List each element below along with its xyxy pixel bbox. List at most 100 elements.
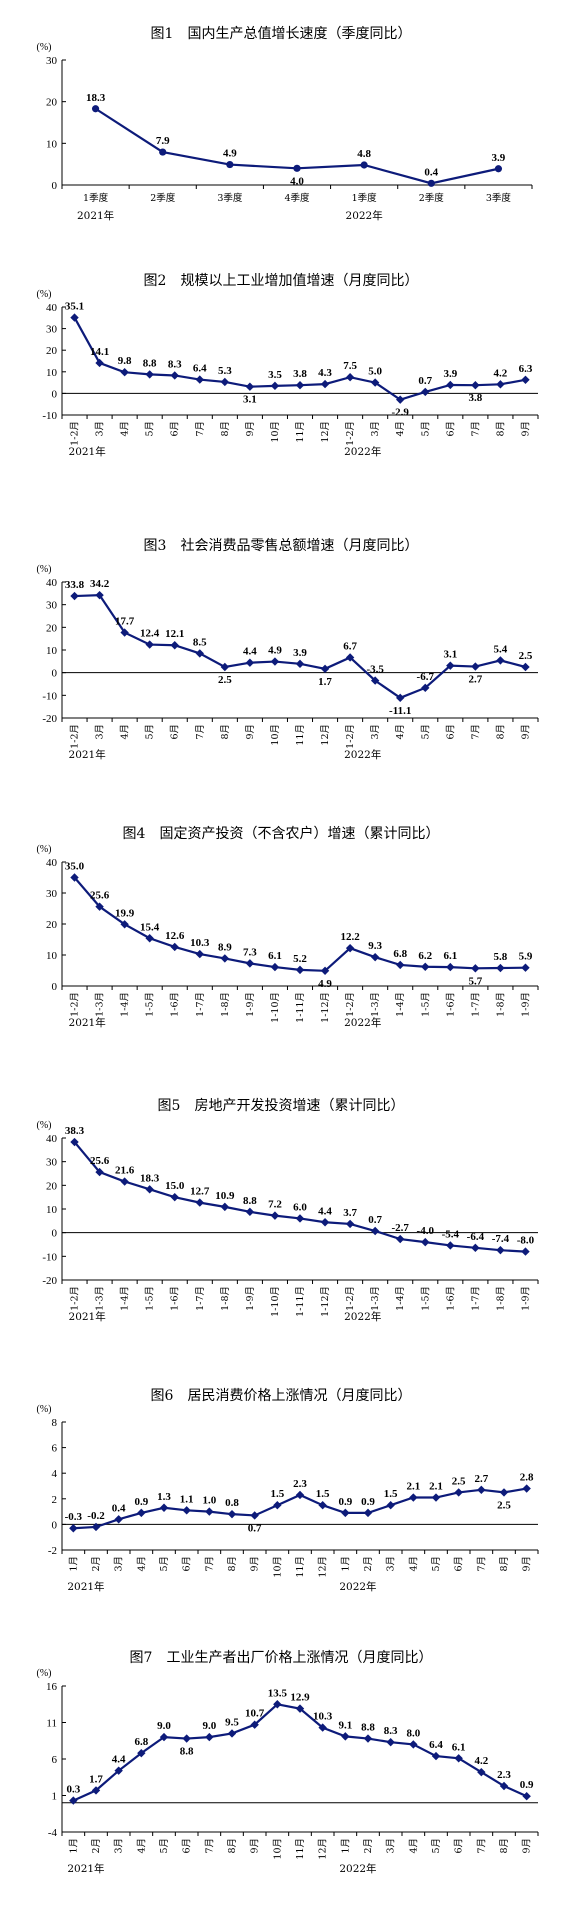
- data-point: [386, 1738, 395, 1747]
- data-point: [137, 1508, 146, 1518]
- data-label: 2.3: [293, 1478, 307, 1490]
- data-label: 6.8: [393, 948, 407, 960]
- data-label: 17.7: [115, 616, 135, 628]
- x-tick-label: 3月: [95, 724, 106, 740]
- year-label: 2022年: [344, 748, 381, 761]
- data-point: [370, 1226, 380, 1236]
- data-point: [227, 1509, 237, 1519]
- data-point: [195, 375, 204, 384]
- year-label: 2021年: [67, 1862, 104, 1875]
- data-point: [270, 962, 280, 972]
- data-label: 5.0: [368, 366, 382, 378]
- data-label: 1.5: [270, 1488, 284, 1500]
- x-tick-label: 1月: [340, 1556, 351, 1572]
- data-point: [471, 964, 480, 973]
- y-unit: (%): [37, 564, 52, 575]
- data-point: [295, 1214, 305, 1223]
- data-label: -2.7: [391, 1222, 409, 1234]
- data-label: 4.4: [243, 646, 257, 658]
- x-tick-label: 2季度: [150, 192, 176, 204]
- data-point: [318, 1723, 327, 1732]
- data-label: 5.7: [468, 975, 482, 987]
- data-label: 2.8: [520, 1472, 534, 1484]
- data-point: [245, 382, 255, 391]
- y-tick-label: 0: [52, 981, 58, 993]
- x-tick-label: 1-6月: [170, 1286, 181, 1311]
- data-label: 4.3: [318, 367, 332, 379]
- x-tick-label: 7月: [204, 1838, 215, 1854]
- y-tick-label: 11: [46, 1718, 57, 1730]
- data-label: 12.1: [165, 628, 184, 640]
- data-point: [446, 380, 455, 390]
- x-tick-label: 4月: [120, 421, 131, 437]
- x-tick-label: 3月: [114, 1556, 125, 1572]
- data-point: [273, 1501, 282, 1510]
- y-tick-label: 30: [46, 324, 58, 336]
- y-tick-label: 30: [46, 1157, 58, 1169]
- data-point: [159, 1503, 169, 1512]
- data-label: 1.0: [202, 1495, 216, 1507]
- x-tick-label: 4月: [395, 421, 406, 437]
- y-unit: (%): [37, 1668, 52, 1679]
- x-tick-label: 1-8月: [495, 992, 506, 1017]
- data-point: [70, 1137, 79, 1147]
- data-point: [245, 658, 255, 667]
- data-point: [521, 1247, 530, 1256]
- data-point: [170, 942, 179, 952]
- data-label: 18.3: [140, 1172, 160, 1184]
- year-label: 2021年: [69, 445, 106, 458]
- data-point: [170, 371, 179, 380]
- data-label: 1.5: [316, 1488, 330, 1500]
- x-tick-label: 1-3月: [95, 992, 106, 1017]
- data-label: 0.9: [520, 1779, 534, 1791]
- data-point: [227, 1729, 237, 1738]
- data-label: 8.8: [243, 1195, 257, 1207]
- data-label: 6.3: [519, 363, 533, 375]
- year-label: 2021年: [69, 748, 106, 761]
- data-label: 6.0: [293, 1201, 307, 1213]
- data-label: 1.1: [180, 1493, 194, 1505]
- data-label: 1.7: [318, 676, 332, 688]
- x-tick-label: 1-2月: [70, 421, 81, 446]
- x-tick-label: 1-11月: [295, 1286, 306, 1317]
- data-point: [270, 657, 280, 666]
- data-label: 1.5: [384, 1488, 398, 1500]
- data-point: [499, 1488, 509, 1497]
- x-tick-label: 1-4月: [395, 992, 406, 1017]
- data-label: 2.5: [218, 674, 232, 686]
- x-tick-label: 4月: [408, 1556, 419, 1572]
- x-tick-label: 3季度: [217, 192, 243, 204]
- x-tick-label: 1-4月: [395, 1286, 406, 1311]
- data-label: -0.2: [87, 1510, 105, 1522]
- data-label: 0.9: [134, 1496, 148, 1508]
- data-point: [70, 591, 79, 601]
- data-point: [120, 920, 129, 929]
- data-label: 3.1: [443, 649, 457, 661]
- y-tick-label: -4: [48, 1827, 58, 1839]
- data-label: -6.7: [417, 671, 435, 683]
- y-tick-label: 40: [46, 577, 58, 589]
- x-tick-label: 6月: [170, 421, 181, 437]
- y-tick-label: -20: [42, 713, 57, 725]
- x-tick-label: 10月: [270, 421, 281, 443]
- data-point: [454, 1754, 463, 1763]
- x-tick-label: 2月: [363, 1556, 374, 1572]
- data-label: 2.5: [497, 1499, 511, 1511]
- y-tick-label: -10: [42, 410, 57, 422]
- data-label: 8.3: [384, 1725, 398, 1737]
- x-tick-label: 1-2月: [345, 992, 356, 1017]
- data-label: 12.2: [340, 931, 360, 943]
- data-label: 9.1: [338, 1719, 352, 1731]
- data-label: 5.3: [218, 365, 232, 377]
- x-tick-label: 1-3月: [370, 1286, 381, 1311]
- x-tick-label: 1-6月: [445, 1286, 456, 1311]
- year-label: 2022年: [346, 209, 383, 222]
- y-tick-label: 40: [46, 1133, 58, 1145]
- data-label: -0.3: [65, 1511, 83, 1523]
- data-point: [496, 656, 505, 665]
- data-label: 9.0: [157, 1720, 171, 1732]
- data-label: 8.8: [143, 357, 157, 369]
- x-tick-label: 1-4月: [120, 992, 131, 1017]
- data-label: 7.9: [156, 135, 170, 147]
- y-tick-label: 20: [46, 919, 58, 931]
